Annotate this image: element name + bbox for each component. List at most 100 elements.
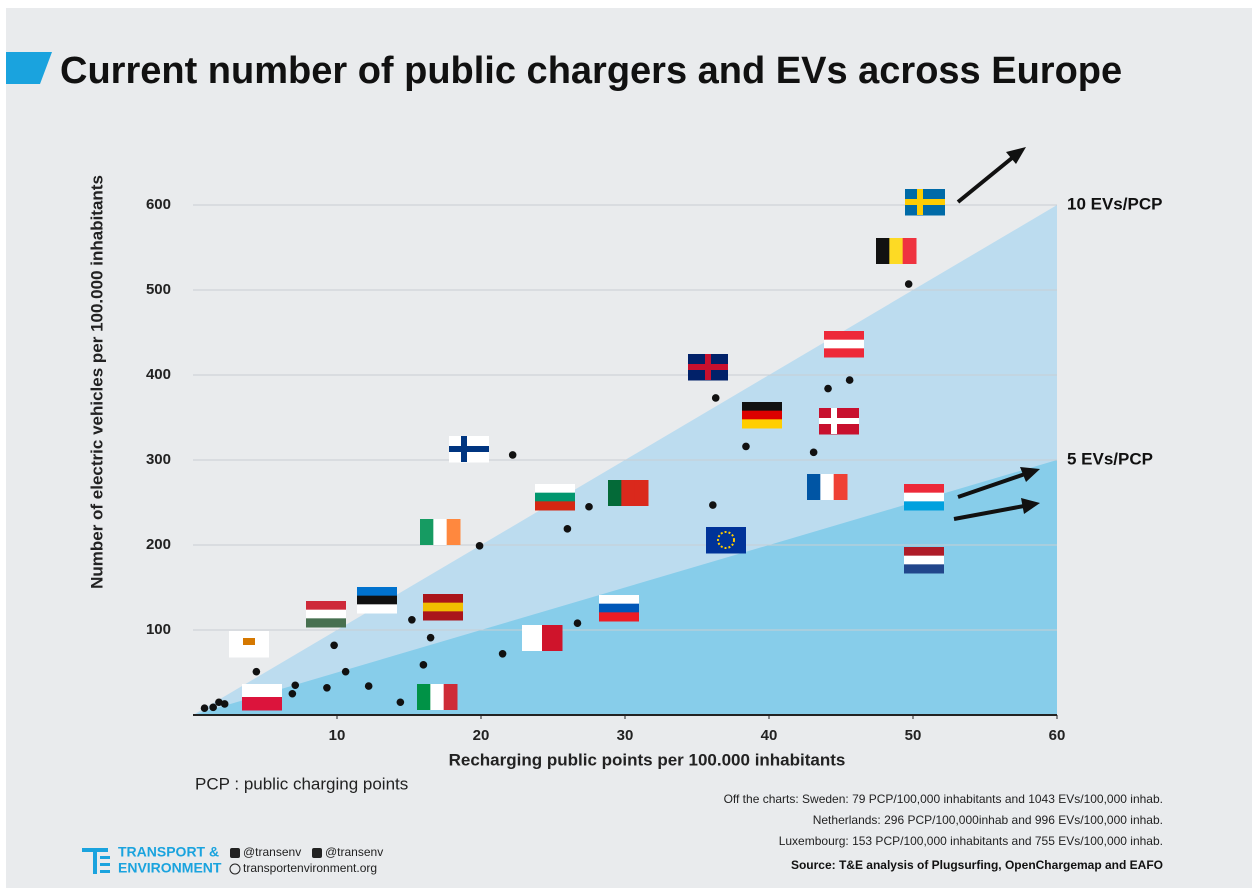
flag-stripe [535,492,575,502]
logo-text: ENVIRONMENT [118,860,222,876]
flag-stripe [621,480,636,506]
flag-stripe [889,238,904,264]
flag-cross [819,418,859,424]
note: Luxembourg: 153 PCP/100,000 inhabitants … [779,834,1163,848]
flag-stripe [306,601,346,611]
flag [420,519,461,545]
flag-stripe [443,684,458,710]
flag-stripe [430,684,445,710]
note: Off the charts: Sweden: 79 PCP/100,000 i… [724,792,1163,806]
point [200,704,209,712]
web-icon [229,863,241,875]
point [364,682,373,690]
x-axis-label: Recharging public points per 100.000 inh… [449,750,846,769]
point [563,525,572,533]
flag-stripe [608,480,622,506]
flag [357,587,397,614]
flag-stripe [904,492,944,502]
point [904,280,913,288]
x-tick-label: 50 [905,727,922,744]
flag [599,595,639,622]
point [809,448,818,457]
social-facebook: @transenv [325,845,383,859]
point [573,619,582,627]
y-tick-label: 600 [146,196,171,213]
y-tick-label: 200 [146,536,171,553]
flag-stripe [535,484,575,494]
point [220,700,229,708]
title-marker [6,52,52,84]
facebook-icon [312,848,322,858]
flag [824,331,864,358]
reference-label: 10 EVs/PCP [1067,194,1162,213]
flag-stripe [357,595,397,605]
y-tick-label: 400 [146,366,171,383]
flag-stripe [433,519,448,545]
flag-stripe [357,587,397,597]
flag-stripe [599,595,639,605]
y-tick-label: 500 [146,281,171,298]
flag-stripe [423,602,463,612]
x-tick-label: 10 [329,727,346,744]
logo-text: TRANSPORT & [118,844,219,860]
social-twitter: @transenv [243,845,301,859]
footnote: PCP : public charging points [195,774,408,793]
flag [876,238,917,264]
point [742,442,750,451]
flag-stripe [423,611,463,621]
flag-stripe [876,238,890,264]
point [709,501,717,509]
point [252,667,261,676]
y-axis-label: Number of electric vehicles per 100.000 … [87,175,106,589]
flag-stripe [423,594,463,604]
flag-stripe [242,697,282,711]
point [845,376,854,384]
flag-stripe [357,604,397,614]
flag [535,484,575,511]
flag-stripe [420,519,434,545]
logo: TRANSPORT & ENVIRONMENT [82,844,222,876]
reference-area [193,460,1057,715]
flag-stripe [824,331,864,341]
point [419,661,428,669]
flag [417,684,458,710]
flag-stripe [446,519,461,545]
flag-stripe [904,564,944,574]
flag-stripe [542,625,563,651]
point [341,667,350,676]
point [711,394,720,402]
flag-stripe [904,484,944,494]
flag-stripe [706,527,746,554]
point [215,698,223,707]
point [426,633,435,642]
point [508,451,517,459]
y-tick-label: 100 [146,621,171,638]
flag-cross [905,199,945,205]
point [288,689,297,698]
flag-stripe [599,612,639,622]
flag-stripe [902,238,917,264]
flag-stripe [742,419,782,429]
flag-stripe [807,474,821,500]
x-tick-label: 60 [1049,727,1066,744]
flag [608,480,649,506]
flag-stripe [824,339,864,349]
flag-stripe [306,618,346,628]
flag-stripe [306,609,346,619]
flag-cross [688,364,728,370]
x-tick-label: 30 [617,727,634,744]
flag [306,601,346,628]
arrows [953,147,1040,521]
flag-stripe [904,555,944,565]
flag-stripe [833,474,848,500]
point [209,703,217,712]
point [323,684,331,692]
flag-stripe [417,684,431,710]
flag [742,402,782,429]
flag [242,684,282,711]
chart-title: Current number of public chargers and EV… [60,50,1122,92]
point [330,641,338,650]
flag-stripe [522,625,543,651]
flag-stripe [904,501,944,511]
